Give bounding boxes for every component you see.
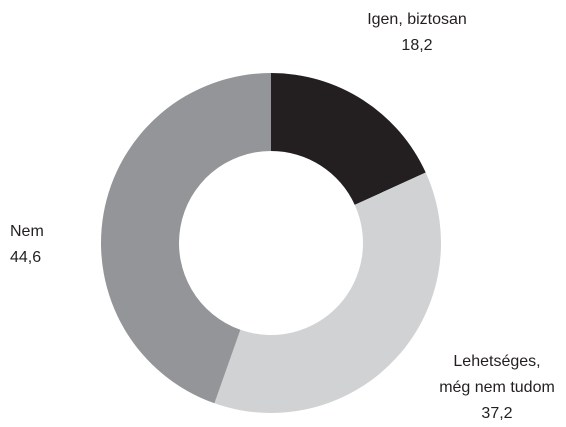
category-label: Lehetséges, még nem tudom bbox=[439, 353, 555, 396]
value-label: 18,2 bbox=[401, 37, 433, 54]
value-label: 44,6 bbox=[10, 249, 42, 266]
category-label: Igen, biztosan bbox=[367, 11, 467, 28]
slice-label: Nem 44,6 bbox=[10, 219, 90, 271]
donut-slice bbox=[271, 73, 426, 205]
slice-label: Igen, biztosan 18,2 bbox=[337, 7, 497, 59]
value-label: 37,2 bbox=[481, 405, 513, 422]
donut-slice bbox=[101, 73, 271, 404]
category-label: Nem bbox=[10, 223, 44, 240]
donut-slice bbox=[214, 172, 441, 413]
slice-label: Lehetséges, még nem tudom 37,2 bbox=[417, 349, 566, 427]
